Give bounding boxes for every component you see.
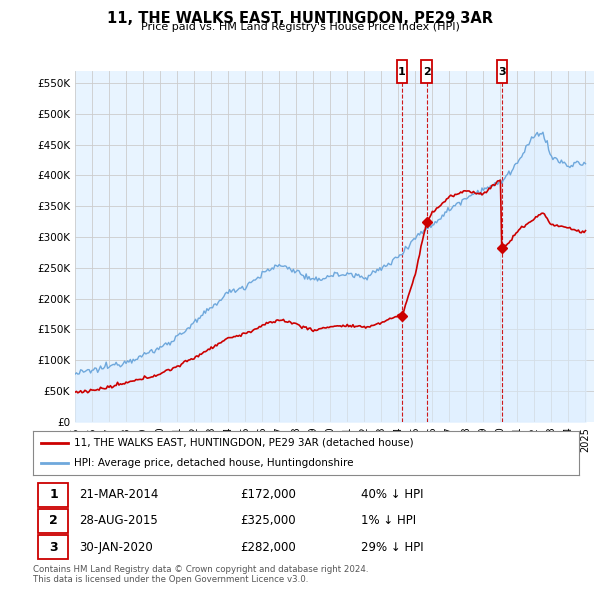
Text: Contains HM Land Registry data © Crown copyright and database right 2024.: Contains HM Land Registry data © Crown c…	[33, 565, 368, 574]
Text: HPI: Average price, detached house, Huntingdonshire: HPI: Average price, detached house, Hunt…	[74, 458, 353, 468]
Text: 28-AUG-2015: 28-AUG-2015	[79, 514, 158, 527]
Text: 2: 2	[422, 67, 430, 77]
Text: 21-MAR-2014: 21-MAR-2014	[79, 489, 159, 502]
Text: £325,000: £325,000	[241, 514, 296, 527]
Text: 11, THE WALKS EAST, HUNTINGDON, PE29 3AR: 11, THE WALKS EAST, HUNTINGDON, PE29 3AR	[107, 11, 493, 25]
FancyBboxPatch shape	[421, 60, 431, 83]
Text: 1: 1	[49, 489, 58, 502]
Text: 3: 3	[49, 540, 58, 553]
Text: This data is licensed under the Open Government Licence v3.0.: This data is licensed under the Open Gov…	[33, 575, 308, 584]
Text: £172,000: £172,000	[241, 489, 296, 502]
Text: Price paid vs. HM Land Registry's House Price Index (HPI): Price paid vs. HM Land Registry's House …	[140, 22, 460, 32]
Text: 40% ↓ HPI: 40% ↓ HPI	[361, 489, 423, 502]
FancyBboxPatch shape	[397, 60, 407, 83]
Text: 2: 2	[49, 514, 58, 527]
Text: 30-JAN-2020: 30-JAN-2020	[79, 540, 153, 553]
Text: 11, THE WALKS EAST, HUNTINGDON, PE29 3AR (detached house): 11, THE WALKS EAST, HUNTINGDON, PE29 3AR…	[74, 438, 413, 448]
FancyBboxPatch shape	[38, 483, 68, 507]
FancyBboxPatch shape	[497, 60, 507, 83]
Text: £282,000: £282,000	[241, 540, 296, 553]
Text: 29% ↓ HPI: 29% ↓ HPI	[361, 540, 423, 553]
Text: 1: 1	[398, 67, 406, 77]
FancyBboxPatch shape	[38, 535, 68, 559]
Text: 3: 3	[498, 67, 506, 77]
Text: 1% ↓ HPI: 1% ↓ HPI	[361, 514, 416, 527]
FancyBboxPatch shape	[38, 509, 68, 533]
